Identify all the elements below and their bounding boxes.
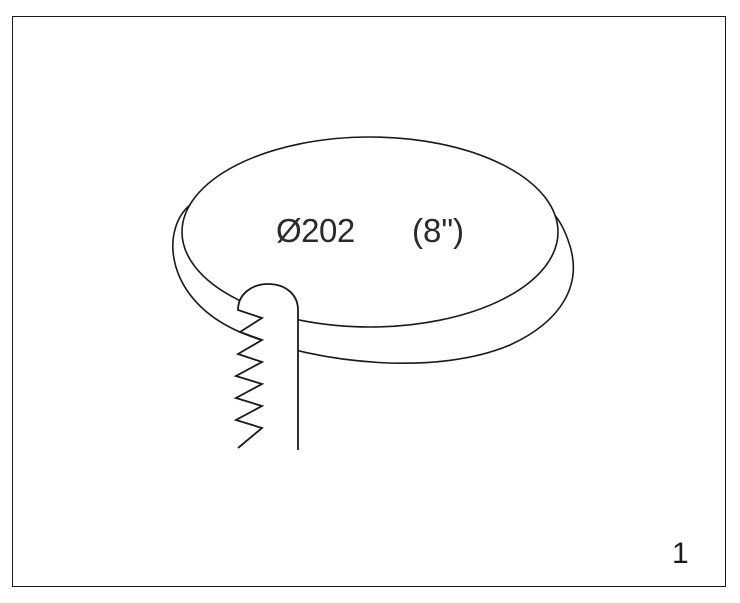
- diameter-metric-label: Ø202: [276, 212, 355, 249]
- disc-side-edge: [172, 204, 575, 364]
- jigsaw-blade: [233, 283, 299, 450]
- diameter-imperial-label: (8"): [412, 212, 465, 249]
- blade-body: [233, 283, 299, 450]
- figure-frame: [12, 16, 726, 587]
- figure-number: 1: [672, 537, 689, 570]
- disc-outline: [172, 136, 575, 364]
- disc-top-face: [181, 136, 559, 328]
